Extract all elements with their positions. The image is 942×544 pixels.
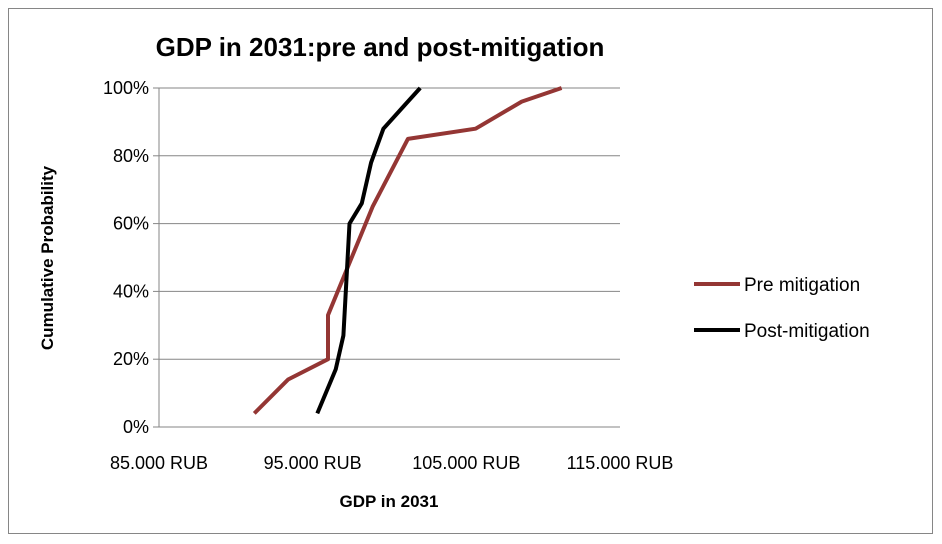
x-tick-label: 105.000 RUB [412,453,520,473]
y-tick-label: 0% [123,417,149,437]
legend-label: Pre mitigation [744,275,860,296]
y-axis-label: Cumulative Probability [38,165,57,350]
series-line-post-mitigation [315,86,422,415]
y-tick-label: 100% [103,78,149,98]
series-line-pre-mitigation [252,86,563,415]
series-lines [252,86,563,415]
legend-label: Post-mitigation [744,321,870,342]
chart-title: GDP in 2031:pre and post-mitigation [156,32,605,62]
x-tick-label: 115.000 RUB [567,453,674,473]
grid-lines [153,87,620,428]
y-tick-label: 60% [113,214,149,234]
x-tick-label: 95.000 RUB [264,453,362,473]
x-tick-labels: 85.000 RUB 95.000 RUB 105.000 RUB 115.000 R… [110,453,673,473]
legend: Pre mitigation Post-mitigation [694,275,870,342]
y-tick-label: 20% [113,349,149,369]
chart-frame [8,8,933,534]
y-tick-label: 80% [113,146,149,166]
y-tick-label: 40% [113,281,149,301]
y-tick-labels: 0% 20% 40% 60% 80% 100% [103,78,149,437]
x-axis-label: GDP in 2031 [340,492,439,511]
x-tick-label: 85.000 RUB [110,453,208,473]
